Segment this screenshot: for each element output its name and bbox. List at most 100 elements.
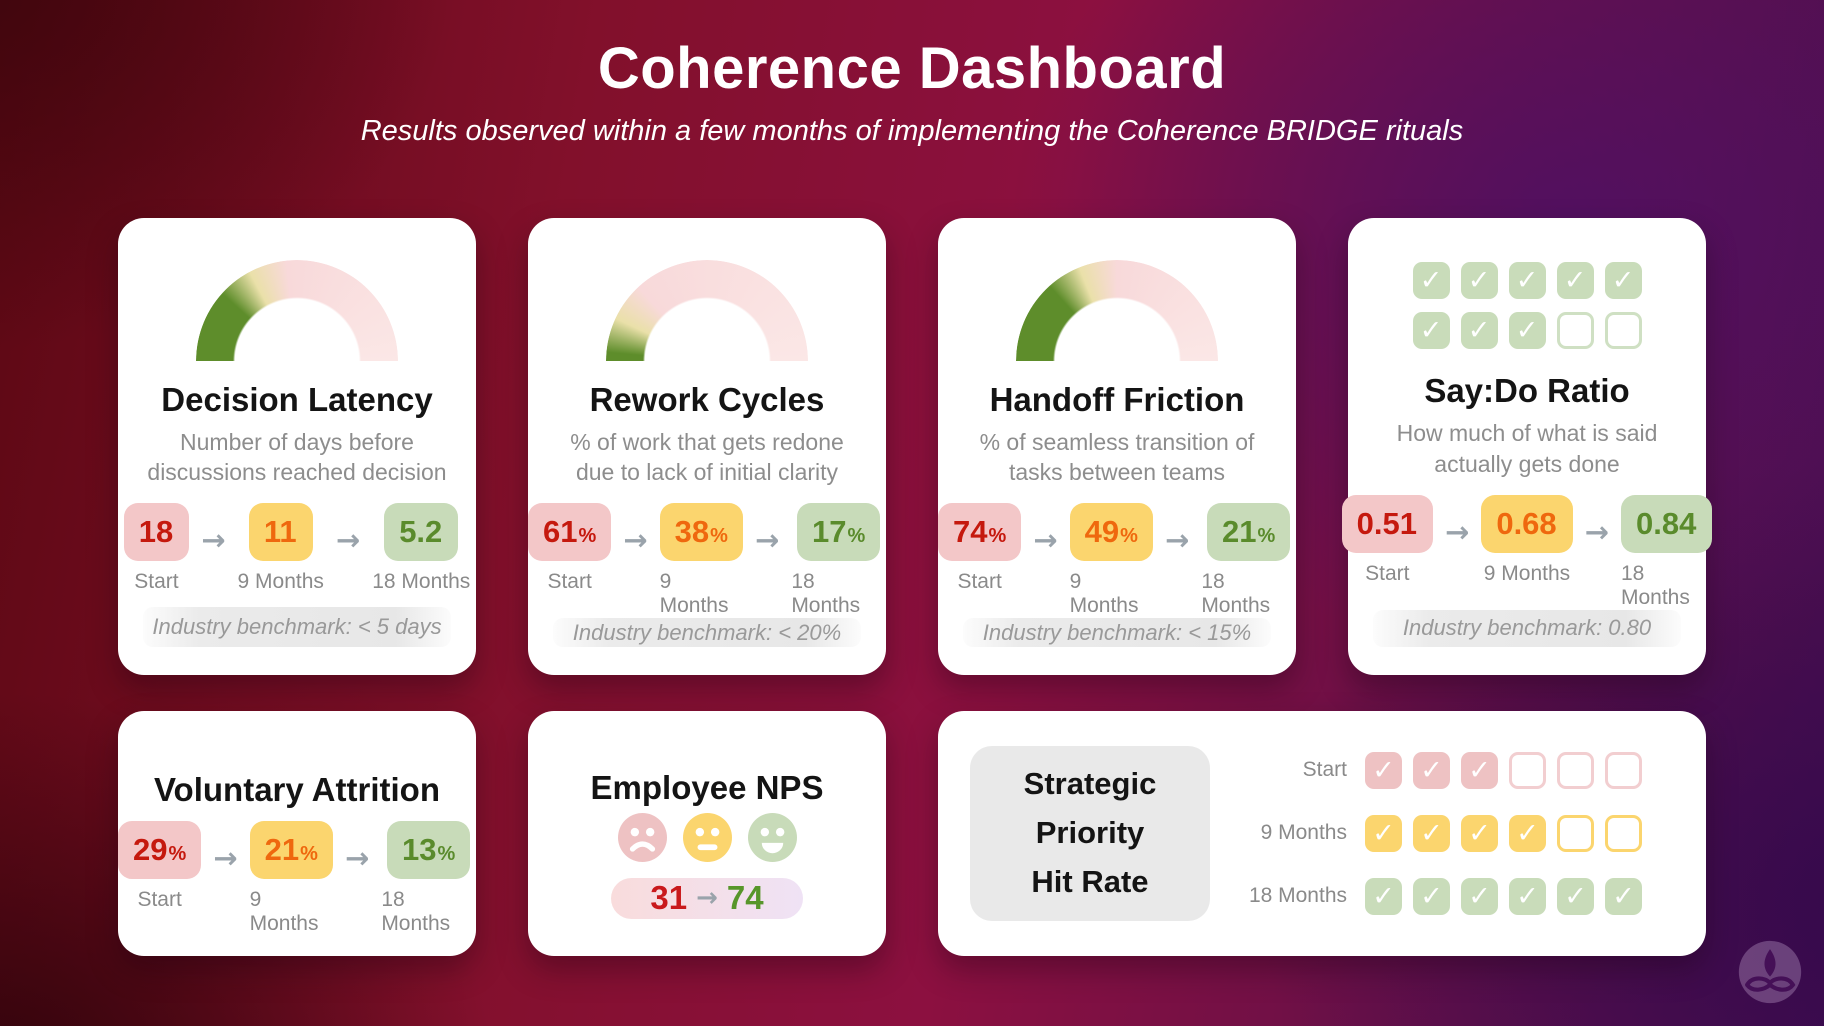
arrow-icon: → [213, 840, 238, 875]
progress-step-9-months: 38% 9 Months [660, 503, 743, 618]
checked-checkbox: ✓ [1413, 751, 1450, 789]
card-employee-nps: Employee NPS 31 [528, 710, 886, 956]
progress-step-start: 18 Start [123, 503, 190, 594]
strategic-title-line: Hit Rate [1031, 863, 1149, 899]
checked-checkbox: ✓ [1460, 312, 1498, 350]
sad-face-icon [617, 812, 667, 862]
card-voluntary-attrition: Voluntary Attrition 29% Start → 21% 9 Mo… [118, 710, 476, 956]
progress-step-18-months: 13% 18 Months [381, 820, 476, 936]
value-chip: 13% [387, 820, 471, 879]
checked-checkbox: ✓ [1508, 262, 1546, 300]
value-chip: 0.68 [1481, 495, 1573, 554]
check-icon: ✓ [1612, 880, 1635, 912]
arrow-icon: → [1445, 515, 1470, 550]
check-icon: ✓ [1420, 817, 1443, 849]
check-icon: ✓ [1468, 817, 1491, 849]
check-icon: ✓ [1419, 315, 1443, 347]
benchmark-bar: Industry benchmark: < 20% [553, 618, 861, 647]
checked-checkbox: ✓ [1508, 312, 1546, 350]
step-label: 9 Months [659, 570, 729, 618]
benchmark-bar: Industry benchmark: 0.80 [1373, 610, 1681, 647]
row-label: Start [1302, 758, 1347, 782]
value-chip: 18 [123, 503, 190, 562]
arrow-icon: → [623, 523, 648, 558]
card-title: Rework Cycles [589, 380, 825, 418]
empty-checkbox [1557, 814, 1594, 852]
check-icon: ✓ [1467, 315, 1491, 347]
check-icon: ✓ [1372, 817, 1395, 849]
check-icon: ✓ [1564, 880, 1587, 912]
step-label: 18 Months [791, 570, 861, 618]
card-title: Decision Latency [161, 380, 433, 418]
check-icon: ✓ [1420, 880, 1443, 912]
checked-checkbox: ✓ [1461, 814, 1498, 852]
step-label: Start [137, 887, 182, 911]
gauge-slot [196, 259, 398, 361]
step-label: Start [957, 570, 1002, 594]
check-icon: ✓ [1515, 265, 1539, 297]
progress-step-18-months: 5.2 18 Months [372, 503, 470, 594]
checked-checkbox: ✓ [1461, 877, 1498, 915]
row-label: 18 Months [1248, 884, 1347, 908]
nps-score-start: 31 [650, 879, 688, 917]
nps-score-end: 74 [726, 879, 764, 917]
arrow-icon: → [345, 840, 370, 875]
checkbox-row: ✓ ✓ ✓ ✓ ✓ ✓ [1365, 877, 1642, 915]
progress-steps: 29% Start → 21% 9 Months → 13% 18 Months [118, 820, 476, 936]
arrow-icon: → [755, 523, 780, 558]
checked-checkbox: ✓ [1413, 814, 1450, 852]
progress-step-9-months: 11 9 Months [238, 503, 324, 594]
page-title: Coherence Dashboard [597, 36, 1227, 101]
rework-cycles-gauge [606, 259, 808, 361]
value-chip: 0.51 [1341, 495, 1434, 554]
step-label: 9 Months [237, 570, 324, 594]
checked-checkbox: ✓ [1556, 262, 1594, 300]
checked-checkbox: ✓ [1412, 312, 1450, 350]
arrow-icon: → [1584, 515, 1609, 550]
strategic-checkbox-rows: Start ✓ ✓ ✓ 9 Months ✓ ✓ ✓ ✓ 18 Months ✓ ✓ ✓ ✓ ✓ ✓ [1235, 751, 1642, 915]
value-chip: 74% [938, 503, 1022, 562]
progress-steps: 61% Start → 38% 9 Months → 17% 18 Months [528, 503, 886, 618]
checked-checkbox: ✓ [1412, 262, 1450, 300]
checked-checkbox: ✓ [1509, 877, 1546, 915]
progress-step-18-months: 21% 18 Months [1201, 503, 1296, 618]
value-chip: 49% [1069, 503, 1153, 562]
check-icon: ✓ [1516, 817, 1539, 849]
say-do-checkbox-grid: ✓ ✓ ✓ ✓ ✓ ✓ ✓ ✓ [1412, 262, 1642, 350]
value-chip: 21% [1207, 503, 1291, 562]
empty-checkbox [1509, 751, 1546, 789]
checked-checkbox: ✓ [1460, 262, 1498, 300]
lotus-logo [1738, 940, 1802, 1004]
progress-step-18-months: 17% 18 Months [791, 503, 886, 618]
card-title: Say:Do Ratio [1424, 372, 1630, 410]
empty-checkbox [1556, 312, 1594, 350]
card-description: How much of what is said actually gets d… [1396, 420, 1658, 477]
card-description: % of seamless transition of tasks betwee… [979, 428, 1255, 486]
checked-checkbox: ✓ [1413, 877, 1450, 915]
arrow-icon: → [335, 523, 361, 558]
check-icon: ✓ [1420, 754, 1443, 786]
arrow-icon: → [201, 523, 226, 558]
progress-step-9-months: 0.68 9 Months [1481, 495, 1573, 586]
checked-checkbox: ✓ [1557, 877, 1594, 915]
card-say-do-ratio: ✓ ✓ ✓ ✓ ✓ ✓ ✓ ✓ Say:Do Ratio How much of what … [1341, 217, 1713, 675]
card-handoff-friction: Handoff Friction % of seamless transitio… [938, 217, 1296, 675]
strategic-priority-title-box: Strategic Priority Hit Rate [970, 745, 1210, 921]
neutral-face-icon [682, 812, 732, 862]
nps-faces [617, 812, 797, 862]
check-icon: ✓ [1516, 880, 1539, 912]
strategic-title-line: Priority [1035, 814, 1145, 850]
progress-step-9-months: 49% 9 Months [1070, 503, 1153, 618]
progress-step-start: 74% Start [938, 503, 1022, 594]
arrow-icon: → [696, 883, 718, 914]
value-chip: 38% [659, 503, 743, 562]
check-icon: ✓ [1467, 265, 1491, 297]
card-rework-cycles: Rework Cycles % of work that gets redone… [528, 217, 886, 675]
value-chip: 29% [118, 820, 202, 879]
checkbox-row: ✓ ✓ ✓ ✓ ✓ [1412, 262, 1642, 300]
check-icon: ✓ [1611, 265, 1635, 297]
check-icon: ✓ [1563, 265, 1587, 297]
progress-step-18-months: 0.84 18 Months [1620, 495, 1713, 610]
card-title: Voluntary Attrition [154, 770, 440, 808]
progress-steps: 0.51 Start → 0.68 9 Months → 0.84 18 Mon… [1341, 495, 1713, 610]
